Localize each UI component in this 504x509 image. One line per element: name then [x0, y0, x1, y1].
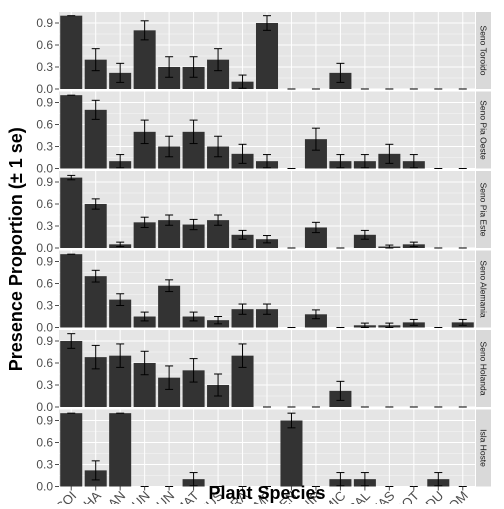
- y-tick-label: 0.9: [36, 334, 53, 348]
- bar: [84, 109, 107, 169]
- bar: [133, 363, 156, 407]
- y-tick-label: 0.0: [36, 241, 53, 255]
- bar: [182, 316, 205, 328]
- y-tick-label: 0.3: [36, 60, 53, 74]
- bar: [207, 146, 230, 169]
- y-tick-label: 0.9: [36, 414, 53, 428]
- bar: [158, 377, 181, 407]
- x-tick-label: GUN: [146, 488, 177, 504]
- bar: [84, 59, 107, 89]
- bar: [60, 15, 83, 90]
- y-tick-label: 0.3: [36, 219, 53, 233]
- x-tick-label: LDU: [417, 488, 446, 504]
- y-tick-label: 0.9: [36, 96, 53, 110]
- bar: [84, 276, 107, 328]
- y-tick-label: 0.6: [36, 118, 53, 132]
- y-tick-label: 0.6: [36, 197, 53, 211]
- bar: [60, 341, 83, 407]
- x-tick-label: NOT: [392, 488, 422, 504]
- facet-strip-label: Seno Toroido: [479, 26, 489, 76]
- bar: [231, 355, 254, 407]
- facet-strip-label: Seno Holanda: [479, 342, 489, 396]
- y-tick-label: 0.3: [36, 299, 53, 313]
- facet-strip-label: Seno Pia Este: [479, 183, 489, 237]
- bar: [84, 357, 107, 407]
- bar: [182, 370, 205, 407]
- bar: [304, 227, 327, 248]
- y-tick-label: 0.3: [36, 378, 53, 392]
- bar: [231, 234, 254, 248]
- bar: [60, 413, 83, 487]
- bar: [158, 285, 181, 328]
- bar: [231, 309, 254, 328]
- bar: [182, 131, 205, 169]
- y-tick-label: 0.0: [36, 82, 53, 96]
- facet-strip: [476, 171, 491, 248]
- y-tick-label: 0.0: [36, 321, 53, 335]
- facet-strip-label: Seno Pia Oeste: [479, 100, 489, 160]
- bar: [207, 220, 230, 248]
- y-tick-label: 0.9: [36, 175, 53, 189]
- bar: [133, 131, 156, 169]
- y-tick-label: 0.6: [36, 38, 53, 52]
- y-tick-label: 0.3: [36, 140, 53, 154]
- bar: [109, 299, 132, 328]
- x-tick-label: CHA: [74, 488, 104, 504]
- y-tick-label: 0.0: [36, 400, 53, 414]
- facet-strip: [476, 91, 491, 169]
- facet-strip: [476, 409, 491, 487]
- bar: [255, 23, 279, 89]
- bar: [133, 316, 156, 328]
- y-tick-label: 0.6: [36, 356, 53, 370]
- bar: [109, 413, 132, 487]
- bar: [353, 234, 376, 248]
- bar: [207, 59, 230, 89]
- x-tick-label: CAN: [98, 488, 128, 504]
- bar: [255, 309, 279, 328]
- bar: [304, 139, 327, 169]
- bar: [158, 220, 181, 248]
- bar: [60, 95, 83, 169]
- facet-strip: [476, 250, 491, 328]
- y-tick-label: 0.9: [36, 255, 53, 269]
- x-tick-label: ZAS: [369, 488, 398, 504]
- y-tick-label: 0.0: [36, 480, 53, 494]
- facet-strip: [476, 330, 491, 407]
- y-tick-label: 0.9: [36, 16, 53, 30]
- bar: [109, 355, 132, 407]
- y-tick-label: 0.6: [36, 436, 53, 450]
- facet-strip: [476, 12, 491, 89]
- bar: [255, 239, 279, 248]
- bar: [158, 67, 181, 89]
- facet-strip-label: Seno Alemania: [479, 260, 489, 317]
- y-tick-label: 0.0: [36, 162, 53, 176]
- y-tick-label: 0.6: [36, 277, 53, 291]
- x-tick-label: COI: [52, 488, 79, 504]
- bar: [182, 224, 205, 248]
- bar: [182, 67, 205, 89]
- bar: [60, 177, 83, 248]
- facet-strip-label: Isla Hoste: [479, 429, 489, 467]
- bar: [133, 222, 156, 248]
- bar: [158, 146, 181, 169]
- bar: [84, 204, 107, 248]
- bar: [280, 420, 303, 487]
- y-tick-label: 0.3: [36, 458, 53, 472]
- x-tick-label: JUN: [124, 488, 152, 504]
- x-tick-label: CAL: [345, 488, 373, 504]
- bar: [133, 30, 156, 89]
- x-axis-title: Plant Species: [208, 483, 325, 503]
- y-axis-title: Presence Proportion (± 1 se): [6, 127, 26, 371]
- x-tick-label: MAT: [172, 488, 201, 504]
- bar: [60, 254, 83, 328]
- bar: [304, 314, 327, 328]
